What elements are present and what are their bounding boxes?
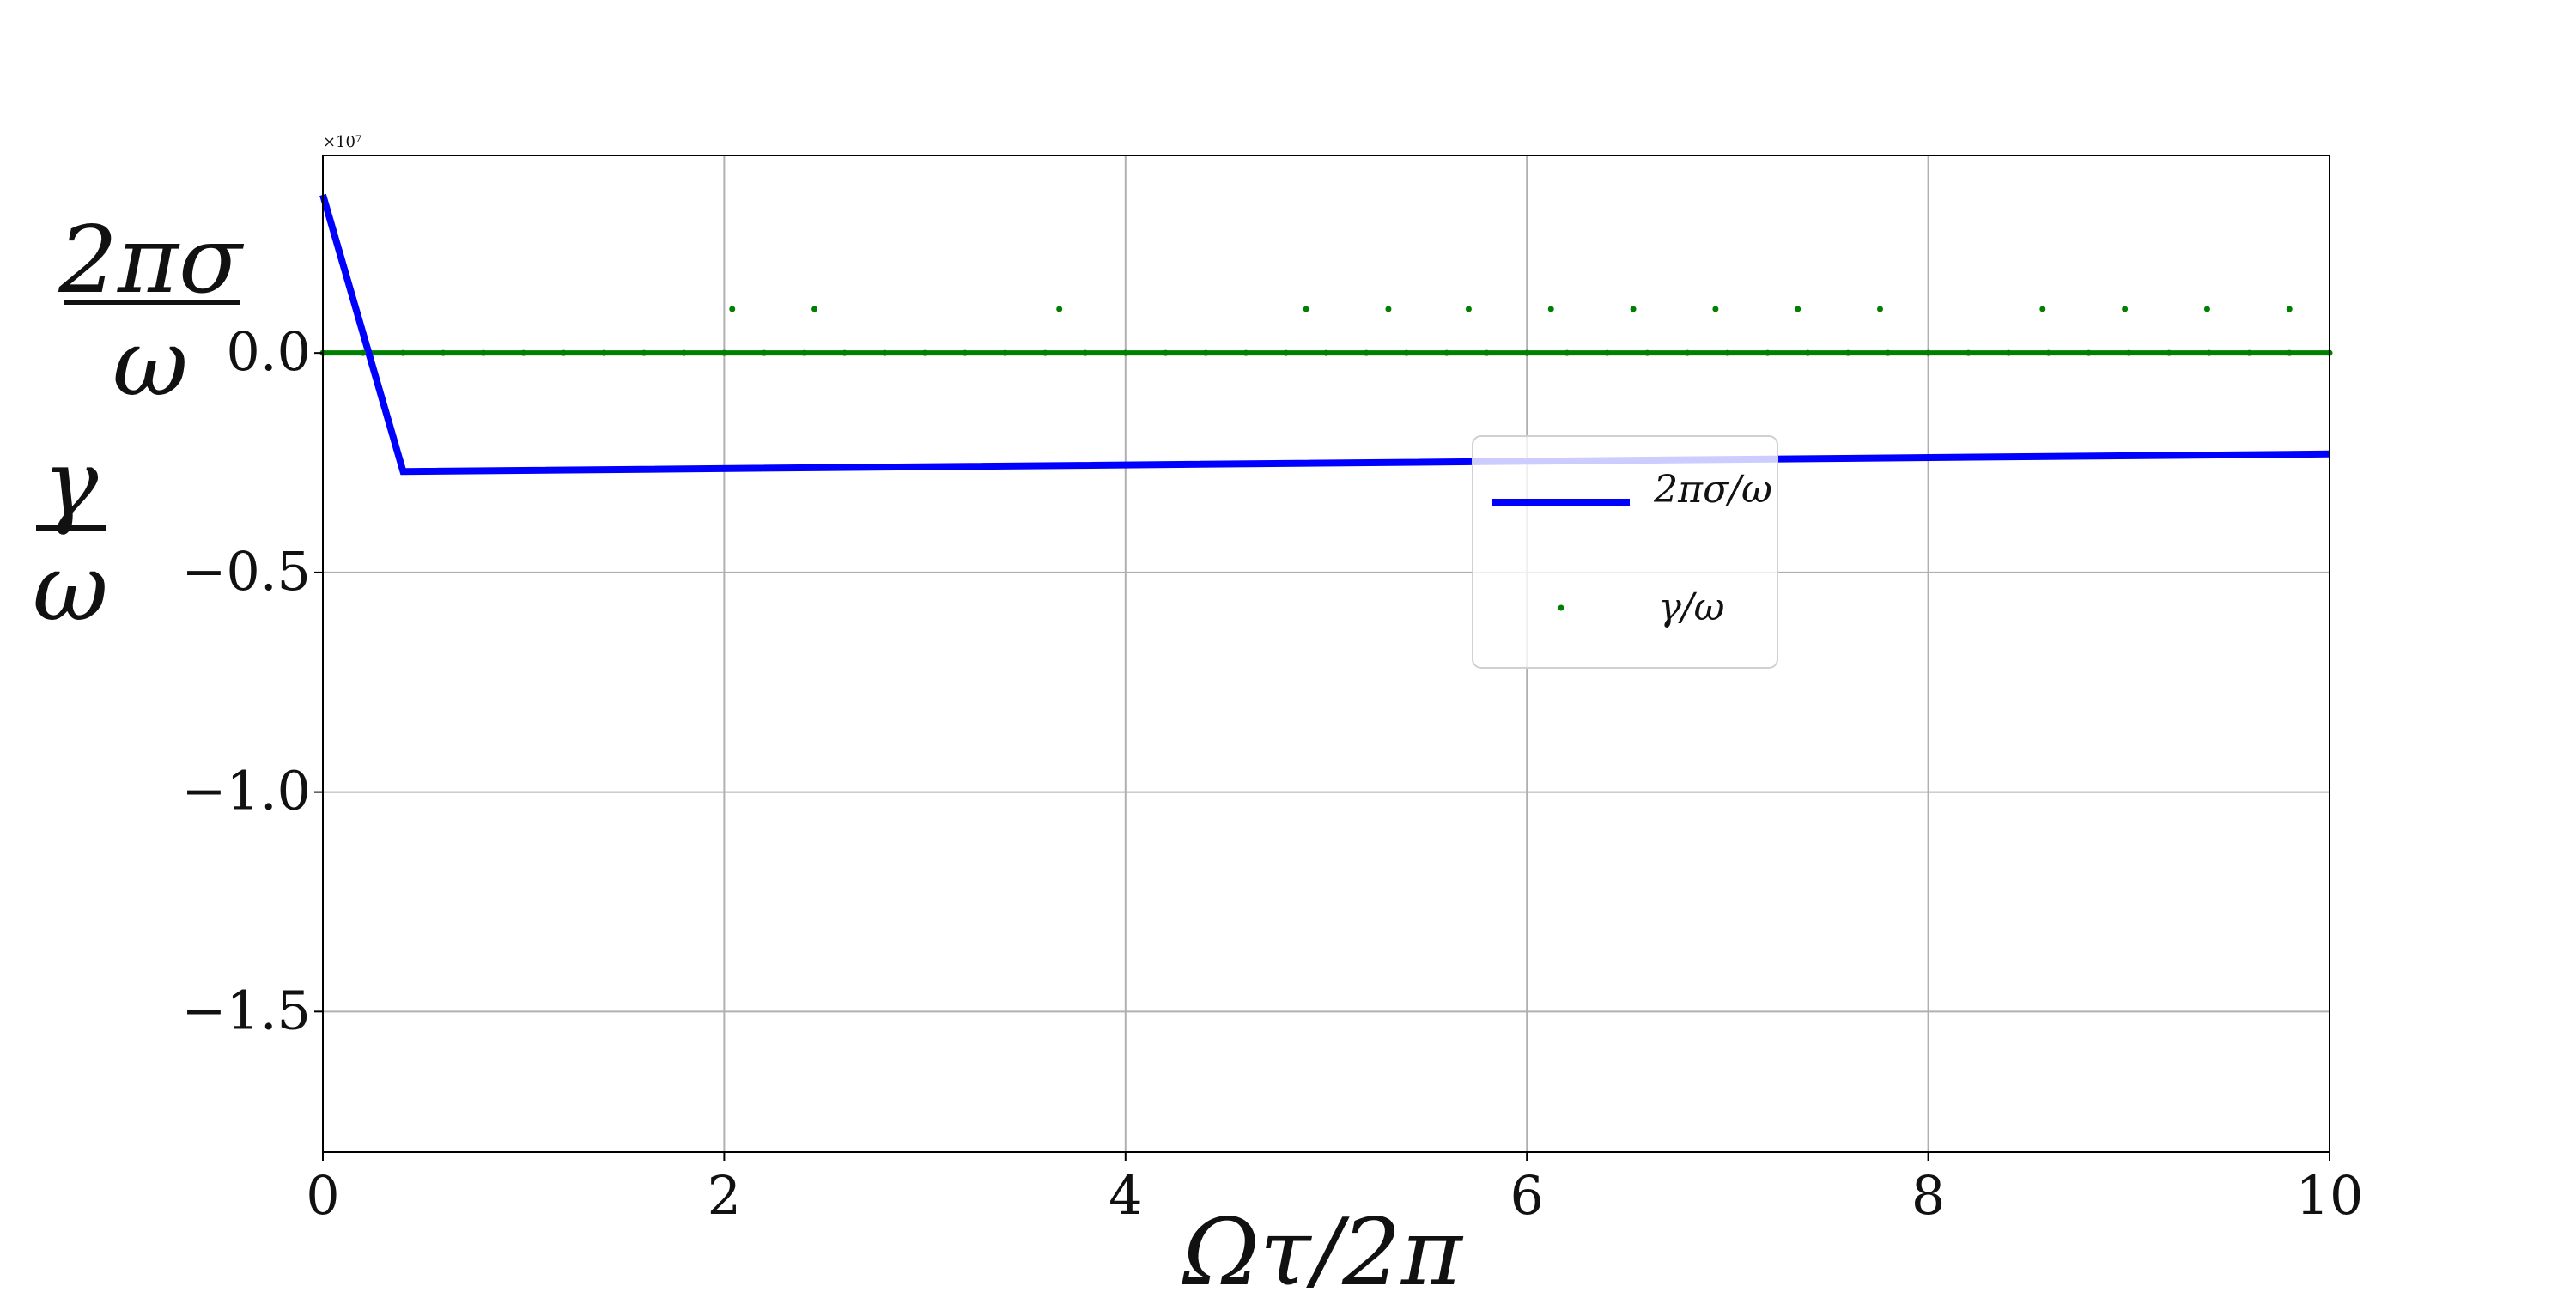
series-dot-gamma-over-omega (600, 349, 607, 356)
series-dot-gamma-over-omega (2086, 349, 2093, 356)
series-dot-gamma-over-omega (1547, 306, 1554, 312)
series-dot-gamma-over-omega (1042, 349, 1048, 356)
x-tick-label: 0 (306, 1164, 339, 1227)
x-axis-label: Ωτ/2π (1181, 1199, 1463, 1288)
series-dot-gamma-over-omega (1403, 349, 1410, 356)
series-dot-gamma-over-omega (1323, 349, 1329, 356)
series-dot-gamma-over-omega (1163, 349, 1170, 356)
y-tick-label: −0.5 (181, 540, 311, 603)
series-dot-gamma-over-omega (2125, 349, 2132, 356)
y-axis-label-top: 2πσ ω (58, 207, 245, 417)
series-dot-gamma-over-omega (761, 349, 768, 356)
series-dot-gamma-over-omega (720, 349, 727, 356)
y-label-top-numerator: 2πσ (58, 207, 245, 314)
series-dot-gamma-over-omega (1765, 349, 1771, 356)
series-dot-gamma-over-omega (641, 349, 647, 356)
y-label-bottom-denominator: ω (33, 535, 108, 642)
series-dot-gamma-over-omega (1712, 306, 1719, 312)
series-dot-gamma-over-omega (1303, 306, 1309, 312)
series-dot-gamma-over-omega (1643, 349, 1650, 356)
series-dot-gamma-over-omega (962, 349, 969, 356)
series-dot-gamma-over-omega (520, 349, 527, 356)
series-dot-gamma-over-omega (2203, 306, 2210, 312)
series-dot-gamma-over-omega (1082, 349, 1089, 356)
x-tick-label: 2 (708, 1164, 741, 1227)
series-dot-gamma-over-omega (1684, 349, 1691, 356)
series-dot-gamma-over-omega (2122, 306, 2129, 312)
series-dot-gamma-over-omega (1630, 306, 1637, 312)
series-dot-gamma-over-omega (681, 349, 688, 356)
multiplier-label: ×10⁷ (323, 133, 361, 151)
x-tick-label: 6 (1510, 1164, 1543, 1227)
series-dot-gamma-over-omega (1002, 349, 1009, 356)
series-dot-gamma-over-omega (399, 349, 406, 356)
legend-label-dot: γ/ω (1659, 585, 1725, 629)
y-tick-layer: 0.0 −0.5 −1.0 −1.5 (181, 320, 323, 1041)
series-dot-gamma-over-omega (2005, 349, 2012, 356)
series-dot-gamma-over-omega (1242, 349, 1249, 356)
legend-box (1472, 435, 1778, 669)
series-dot-gamma-over-omega (1363, 349, 1370, 356)
series-dot-gamma-over-omega (729, 306, 736, 312)
series-dot-gamma-over-omega (1925, 349, 1932, 356)
series-dot-gamma-over-omega (801, 349, 808, 356)
series-dot-gamma-over-omega (1877, 306, 1884, 312)
plot-frame (322, 155, 2330, 1153)
series-dot-gamma-over-omega (1724, 349, 1731, 356)
y-tick-label: −1.0 (181, 760, 311, 822)
x-tick-label: 10 (2296, 1164, 2364, 1227)
series-dot-gamma-over-omega (360, 349, 367, 356)
series-dot-gamma-over-omega (2286, 306, 2293, 312)
series-dot-gamma-over-omega (881, 349, 888, 356)
y-tick-label: −1.5 (181, 979, 311, 1041)
x-tick-label: 4 (1109, 1164, 1142, 1227)
series-dot-gamma-over-omega (560, 349, 567, 356)
series-dot-gamma-over-omega (480, 349, 487, 356)
y-axis-label-bottom: γ ω (33, 430, 108, 642)
series-dot-gamma-over-omega (1523, 349, 1530, 356)
y-tick-label: 0.0 (226, 320, 311, 383)
series-dot-gamma-over-omega (1056, 306, 1063, 312)
series-dot-gamma-over-omega (2206, 349, 2213, 356)
legend-swatch-dot (1558, 604, 1564, 611)
legend-label-line-numerator: 2πσ/ω (1653, 468, 1772, 512)
series-dot-gamma-over-omega (2039, 306, 2046, 312)
series-dot-gamma-over-omega (1965, 349, 1971, 356)
series-dot-gamma-over-omega (811, 306, 818, 312)
y-label-top-denominator: ω (112, 310, 188, 417)
series-dot-gamma-over-omega (1483, 349, 1490, 356)
series-dot-gamma-over-omega (2045, 349, 2052, 356)
series-dot-gamma-over-omega (1202, 349, 1209, 356)
y-label-bottom-numerator: γ (43, 430, 99, 537)
x-tick-label: 8 (1911, 1164, 1945, 1227)
series-layer (319, 193, 2333, 476)
series-dot-gamma-over-omega (1283, 349, 1290, 356)
grid-layer (322, 155, 2330, 1152)
series-dot-gamma-over-omega (440, 349, 447, 356)
series-dot-gamma-over-omega (841, 349, 848, 356)
series-dot-gamma-over-omega (2246, 349, 2253, 356)
series-dot-gamma-over-omega (1465, 306, 1472, 312)
series-dot-gamma-over-omega (1443, 349, 1450, 356)
series-dot-gamma-over-omega (921, 349, 928, 356)
series-dot-gamma-over-omega (1885, 349, 1892, 356)
series-dot-gamma-over-omega (1804, 349, 1811, 356)
series-line-2pi-sigma-over-omega (319, 193, 2330, 476)
series-dot-gamma-over-omega (1795, 306, 1801, 312)
series-dot-gamma-over-omega (2166, 349, 2172, 356)
series-dot-gamma-over-omega (1604, 349, 1611, 356)
series-dot-gamma-over-omega (1844, 349, 1851, 356)
series-dot-gamma-over-omega (2286, 349, 2293, 356)
series-dot-gamma-over-omega (1385, 306, 1392, 312)
x-tick-layer: 0 2 4 6 8 10 (306, 1152, 2363, 1227)
series-dot-gamma-over-omega (1122, 349, 1129, 356)
legend: 2πσ/ω γ/ω (1472, 435, 1778, 669)
series-dot-gamma-over-omega (1564, 349, 1571, 356)
